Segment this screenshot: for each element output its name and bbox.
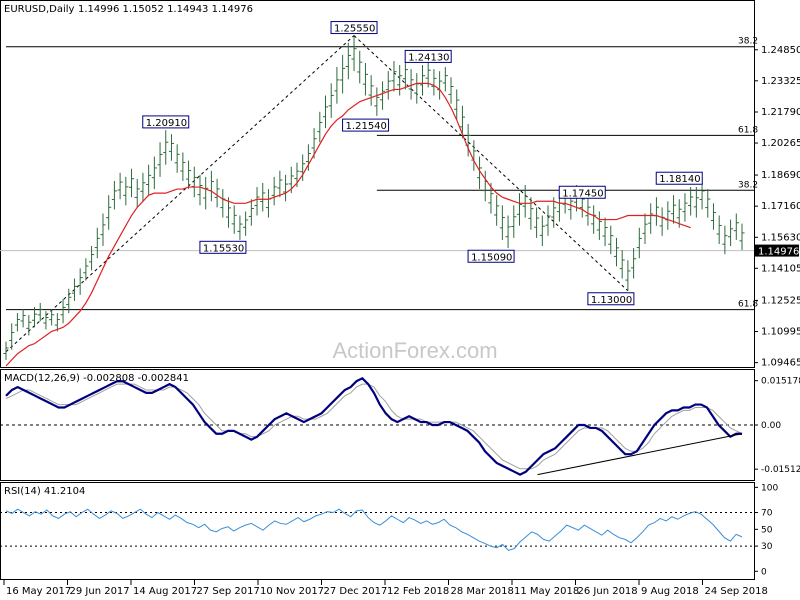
swing-label: 1.24130	[408, 52, 449, 63]
swing-label-box	[330, 21, 378, 35]
fib-level-label: 38.2	[738, 180, 758, 190]
date-tick-label: 10 Nov 2017	[260, 586, 324, 597]
swing-label-box	[404, 49, 452, 63]
macd-panel	[0, 376, 754, 476]
rsi-panel	[0, 508, 754, 551]
price-panel-frame	[0, 0, 755, 368]
rsi-tick-label: 70	[761, 509, 773, 519]
price-tick-label: 1.14105	[761, 263, 800, 274]
price-tick-label: 1.12525	[761, 295, 800, 306]
moving-average-line	[5, 82, 691, 367]
macd-tick-label: 0.00	[761, 421, 781, 431]
date-tick-label: 27 Sep 2017	[197, 586, 260, 597]
rsi-panel-frame	[0, 482, 755, 580]
swing-label-box	[342, 118, 390, 132]
fib-level-label: 38.2	[738, 37, 758, 47]
chart-header-symbol: EURUSD,Daily	[4, 4, 75, 15]
date-tick-label: 9 Aug 2018	[641, 586, 699, 597]
axes: 1.24850 1.23325 1.21790 1.20265 1.18690 1.171…	[3, 45, 800, 597]
price-tick-label: 1.23325	[761, 76, 800, 87]
current-price-label: 1.14976	[758, 247, 799, 258]
swing-label-box	[558, 185, 606, 199]
swing-label: 1.15090	[471, 252, 512, 263]
macd-trendline	[537, 433, 743, 476]
swing-label: 1.13000	[591, 295, 632, 306]
swing-label: 1.25550	[334, 24, 375, 35]
swing-label-box	[199, 240, 247, 254]
date-tick-label: 29 Jun 2017	[70, 586, 130, 597]
price-tick-label: 1.17160	[761, 201, 800, 212]
macd-title: MACD(12,26,9) -0.002808 -0.002841	[4, 373, 189, 384]
date-tick-label: 26 Jun 2018	[578, 586, 638, 597]
price-panel: 38.2 61.8 38.2 61.8 1.25550 1.24130 1.21540 1.2…	[0, 21, 758, 367]
date-tick-label: 11 May 2018	[514, 586, 579, 597]
fib-level-label: 61.8	[738, 300, 758, 310]
date-tick-label: 12 Feb 2018	[387, 586, 449, 597]
swing-label: 1.15530	[203, 243, 244, 254]
price-tick-label: 1.24850	[761, 45, 800, 56]
price-tick-label: 1.10995	[761, 327, 800, 338]
current-price-box	[755, 244, 799, 257]
watermark: ActionForex.com	[332, 338, 497, 363]
rsi-title: RSI(14) 41.2104	[4, 486, 85, 497]
swing-label-box	[467, 249, 515, 263]
swing-label: 1.21540	[346, 121, 387, 132]
swing-label: 1.17450	[562, 188, 603, 199]
date-tick-label: 28 Mar 2018	[451, 586, 514, 597]
swing-label-box	[655, 171, 703, 185]
date-tick-label: 16 May 2017	[6, 586, 71, 597]
trendline	[5, 35, 355, 353]
price-tick-label: 1.18690	[761, 170, 800, 181]
swing-label: 1.20910	[146, 118, 187, 129]
fib-level-label: 61.8	[738, 125, 758, 135]
rsi-tick-label: 50	[761, 525, 773, 535]
macd-main-line	[5, 376, 742, 476]
rsi-tick-label: 100	[761, 483, 778, 493]
macd-tick-label: 0.015178	[761, 377, 800, 387]
date-tick-label: 14 Aug 2017	[133, 586, 197, 597]
swing-label-box	[587, 292, 635, 306]
chart-header-ohlc: 1.14996 1.15052 1.14943 1.14976	[78, 4, 253, 15]
price-tick-label: 1.15630	[761, 232, 800, 243]
price-tick-label: 1.09465	[761, 358, 800, 369]
date-tick-label: 27 Dec 2017	[324, 586, 388, 597]
rsi-tick-label: 0	[761, 567, 767, 577]
date-tick-label: 24 Sep 2018	[705, 586, 768, 597]
rsi-line	[5, 508, 743, 551]
swing-label-box	[142, 115, 190, 129]
rsi-tick-label: 30	[761, 542, 773, 552]
macd-tick-label: -0.015126	[761, 465, 800, 475]
swing-label: 1.18140	[659, 174, 700, 185]
price-tick-label: 1.21790	[761, 107, 800, 118]
price-tick-label: 1.20265	[761, 138, 800, 149]
